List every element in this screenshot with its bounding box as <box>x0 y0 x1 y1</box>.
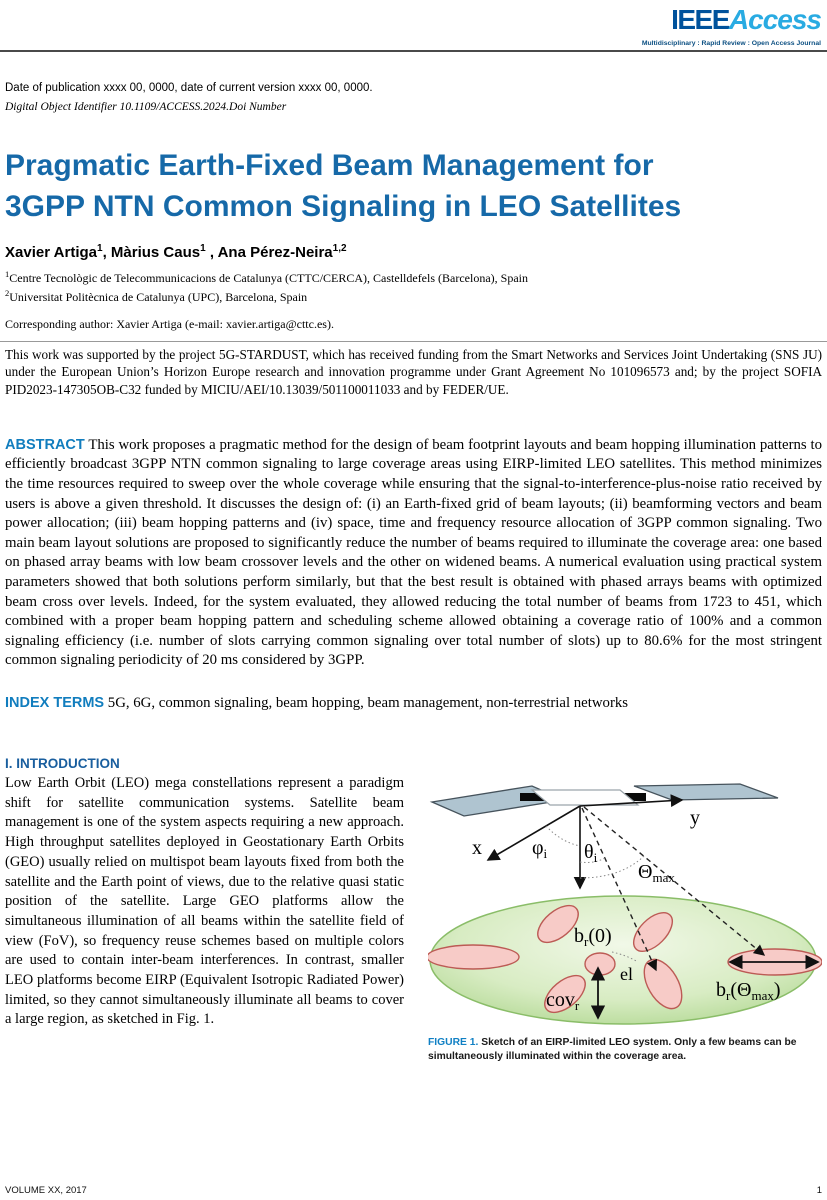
page-header: IEEEAccess Multidisciplinary : Rapid Rev… <box>0 0 827 48</box>
paper-title-line2: 3GPP NTN Common Signaling in LEO Satelli… <box>5 190 682 223</box>
author: , Màrius Caus1 <box>102 243 206 261</box>
fov-edge-dashed-line <box>583 806 766 956</box>
index-terms: INDEX TERMS 5G, 6G, common signaling, be… <box>5 695 822 712</box>
elevation-label: el <box>620 964 633 984</box>
beam-lower-left <box>544 974 586 1014</box>
footer-volume: VOLUME XX, 2017 <box>5 1185 87 1196</box>
theta-i-label: θi <box>584 841 598 865</box>
logo-tagline: Multidisciplinary : Rapid Review : Open … <box>641 40 821 47</box>
affiliation-line: 2Universitat Politècnica de Catalunya (U… <box>5 287 308 304</box>
right-column: x y φi θi Θmax br(0) el covr br(Θmax) FI… <box>428 756 822 1063</box>
logo-wordmark: IEEEAccess <box>642 4 822 40</box>
header-divider <box>0 50 827 52</box>
ieee-access-logo: IEEEAccess Multidisciplinary : Rapid Rev… <box>641 4 822 48</box>
satellite-connector-left <box>520 793 550 802</box>
figure-1-leo-sketch: x y φi θi Θmax br(0) el covr br(Θmax) <box>428 783 822 1025</box>
solar-panel-right <box>633 783 779 801</box>
doi-line: Digital Object Identifier 10.1109/ACCESS… <box>5 101 287 113</box>
abstract: ABSTRACT This work proposes a pragmatic … <box>5 436 822 671</box>
coverage-radius-label: covr <box>546 989 580 1013</box>
author-affiliation-sup: 1 <box>200 243 206 254</box>
funding-divider <box>0 341 827 342</box>
satellite-body <box>530 789 640 806</box>
introduction-paragraph: Low Earth Orbit (LEO) mega constellation… <box>5 775 404 1028</box>
left-column: I. INTRODUCTION Low Earth Orbit (LEO) me… <box>5 756 404 1063</box>
y-axis-label: y <box>690 807 700 829</box>
section-heading-introduction: I. INTRODUCTION <box>5 756 120 772</box>
edge-beam-label: br(Θmax) <box>716 979 781 1003</box>
x-axis-arrow <box>486 805 581 861</box>
theta-max-angle-arc <box>579 855 645 879</box>
beam-upper-left <box>537 904 579 944</box>
corresponding-author-line: Corresponding author: Xavier Artiga (e-m… <box>5 317 334 331</box>
figure-1-caption: FIGURE 1. Sketch of an EIRP-limited LEO … <box>428 1036 822 1063</box>
theta-angle-arc <box>579 857 606 864</box>
author-list: Xavier Artiga1, Màrius Caus1 , Ana Pérez… <box>5 243 822 261</box>
index-terms-label: INDEX TERMS <box>5 695 105 712</box>
logo-ieee-text: IEEE <box>671 4 730 35</box>
beam-pointing-dashed-line <box>581 807 658 972</box>
funding-note: This work was supported by the project 5… <box>5 347 822 397</box>
theta-max-label: Θmax <box>638 861 675 885</box>
footer-page-number: 1 <box>816 1185 822 1196</box>
abstract-label: ABSTRACT <box>5 436 85 453</box>
paper-title: Pragmatic Earth-Fixed Beam Management fo… <box>5 145 822 227</box>
figure-1-caption-text: Sketch of an EIRP-limited LEO system. On… <box>428 1037 797 1062</box>
satellite-connector-right <box>616 793 646 802</box>
beam-far-left <box>428 944 520 970</box>
author: , Ana Pérez-Neira1,2 <box>205 243 347 261</box>
two-column-body: I. INTRODUCTION Low Earth Orbit (LEO) me… <box>5 756 822 1063</box>
author: Xavier Artiga1 <box>5 243 103 261</box>
figure-1-caption-label: FIGURE 1. <box>428 1037 479 1049</box>
author-affiliation-sup: 1,2 <box>332 243 347 254</box>
page-footer: VOLUME XX, 2017 1 <box>5 1185 822 1196</box>
nadir-beam-label: br(0) <box>574 925 612 949</box>
publication-date-line: Date of publication xxxx 00, 0000, date … <box>5 82 373 94</box>
x-axis-label: x <box>472 837 482 859</box>
abstract-text: This work proposes a pragmatic method fo… <box>5 436 822 669</box>
index-terms-text: 5G, 6G, common signaling, beam hopping, … <box>107 695 629 712</box>
affiliations: 1Centre Tecnològic de Telecommunicacions… <box>5 267 822 304</box>
affiliation-line: 1Centre Tecnològic de Telecommunicacions… <box>5 269 528 285</box>
author-affiliation-sup: 1 <box>97 243 103 254</box>
phi-i-label: φi <box>532 837 548 861</box>
y-axis-arrow <box>579 794 684 808</box>
logo-access-text: Access <box>728 4 822 35</box>
phi-angle-arc <box>545 825 581 847</box>
paper-title-line1: Pragmatic Earth-Fixed Beam Management fo… <box>5 149 654 182</box>
beam-center-nadir <box>584 952 616 976</box>
